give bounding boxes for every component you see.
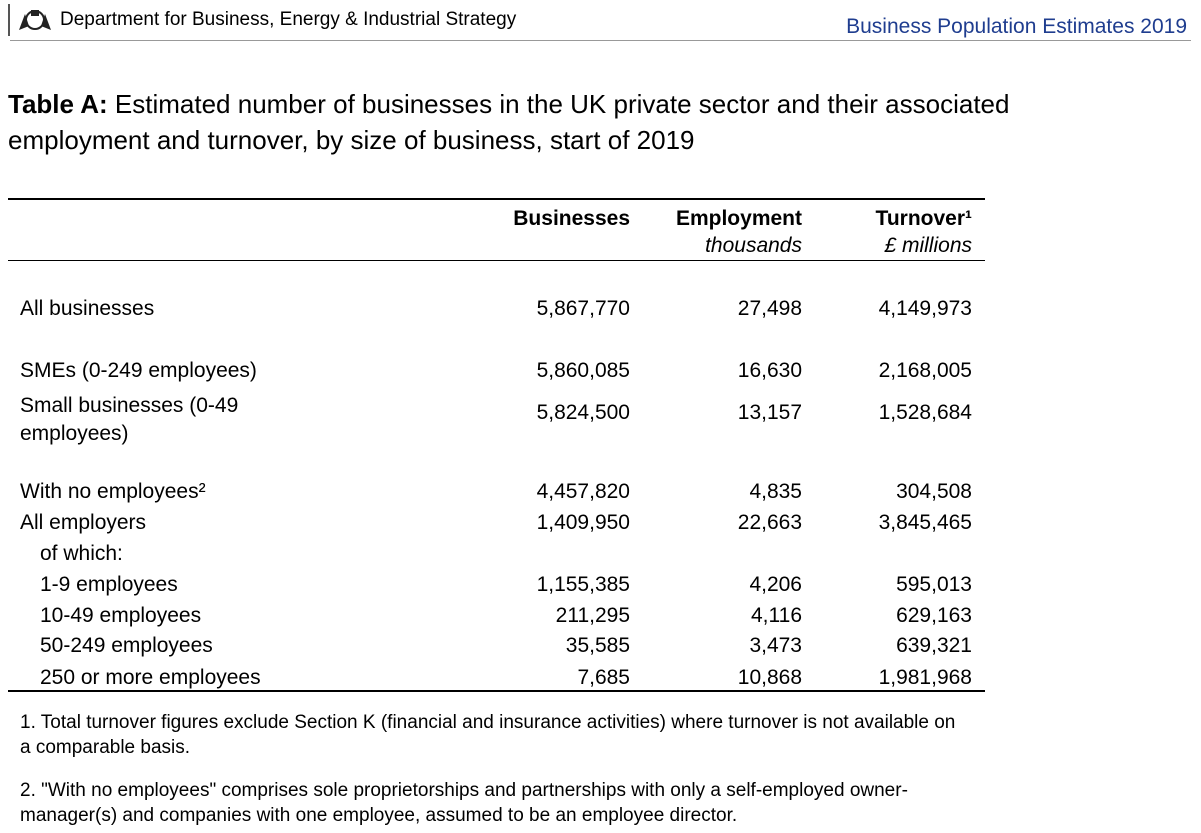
table-bottom-rule bbox=[8, 690, 985, 692]
row-label: 50-249 employees bbox=[40, 634, 213, 657]
row-label: of which: bbox=[40, 542, 123, 565]
cell-value: 27,498 bbox=[737, 297, 802, 320]
title-label: Table A: bbox=[8, 89, 108, 119]
row-label: With no employees² bbox=[20, 480, 206, 503]
cell-value: 629,163 bbox=[896, 604, 972, 627]
cell-value: 304,508 bbox=[896, 480, 972, 503]
footnote: 1. Total turnover figures exclude Sectio… bbox=[20, 712, 956, 758]
row-label: 1-9 employees bbox=[40, 573, 178, 596]
header-bar bbox=[8, 4, 10, 36]
cell-value: 4,457,820 bbox=[536, 480, 630, 503]
header-rule bbox=[10, 40, 1191, 41]
cell-value: 3,845,465 bbox=[878, 511, 972, 534]
cell-value: 639,321 bbox=[896, 634, 972, 657]
row-label: 10-49 employees bbox=[40, 604, 202, 627]
cell-value: 4,835 bbox=[749, 480, 802, 503]
row-label: SMEs (0-249 employees) bbox=[20, 359, 257, 382]
cell-value: 595,013 bbox=[896, 573, 972, 596]
cell-value: 4,206 bbox=[749, 573, 802, 596]
cell-value: 2,168,005 bbox=[878, 359, 972, 382]
publication: Business Population Estimates 2019 bbox=[846, 15, 1187, 38]
column-unit: thousands bbox=[705, 234, 802, 257]
column-header: Employment bbox=[675, 207, 802, 230]
column-header: Businesses bbox=[513, 207, 630, 230]
cell-value: 1,528,684 bbox=[878, 401, 972, 424]
title-text: Estimated number of businesses in the UK… bbox=[8, 89, 1010, 155]
title: Table A: Estimated number of businesses … bbox=[8, 86, 1128, 158]
cell-value: 5,860,085 bbox=[536, 359, 630, 382]
cell-value: 7,685 bbox=[577, 666, 630, 689]
cell-value: 1,155,385 bbox=[536, 573, 630, 596]
footnote: 2. "With no employees" comprises sole pr… bbox=[20, 780, 908, 826]
cell-value: 1,981,968 bbox=[878, 666, 972, 689]
cell-value: 5,824,500 bbox=[536, 401, 630, 424]
row-label: All businesses bbox=[20, 297, 155, 320]
column-header: Turnover¹ bbox=[875, 207, 972, 230]
header-rule bbox=[8, 260, 985, 261]
department: Department for Business, Energy & Indust… bbox=[60, 9, 517, 30]
cell-value: 4,116 bbox=[751, 604, 802, 627]
cell-value: 1,409,950 bbox=[536, 511, 630, 534]
cell-value: 5,867,770 bbox=[536, 297, 630, 320]
crest bbox=[19, 10, 51, 30]
cell-value: 3,473 bbox=[749, 634, 802, 657]
cell-value: 35,585 bbox=[565, 634, 630, 657]
row-label: Small businesses (0-49 employees) bbox=[20, 394, 239, 445]
cell-value: 13,157 bbox=[737, 401, 802, 424]
cell-value: 4,149,973 bbox=[878, 297, 972, 320]
cell-value: 211,295 bbox=[555, 604, 630, 627]
row-label: 250 or more employees bbox=[40, 666, 261, 689]
cell-value: 10,868 bbox=[737, 666, 802, 689]
table-top-rule bbox=[8, 198, 985, 200]
column-unit: £ millions bbox=[884, 234, 972, 257]
cell-value: 22,663 bbox=[737, 511, 802, 534]
row-label: All employers bbox=[20, 511, 147, 534]
cell-value: 16,630 bbox=[737, 359, 802, 382]
